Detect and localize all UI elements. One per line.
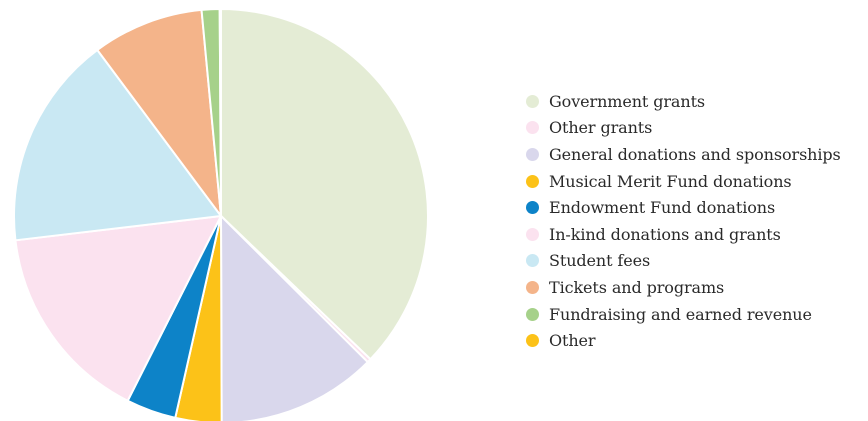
- legend-label: Government grants: [549, 91, 706, 111]
- legend-label: Tickets and programs: [549, 277, 725, 297]
- legend-label: In-kind donations and grants: [549, 224, 781, 244]
- legend: Government grants Other grants General don…: [526, 88, 841, 354]
- pie-slice-7: [96, 8, 222, 217]
- legend-item: Musical Merit Fund donations: [526, 168, 841, 195]
- legend-swatch: [526, 94, 539, 108]
- legend-item: General donations and sponsorships: [526, 141, 841, 168]
- legend-swatch: [526, 227, 539, 241]
- legend-label: Musical Merit Fund donations: [549, 171, 792, 191]
- legend-item: Other grants: [526, 115, 841, 142]
- legend-item: Other: [526, 327, 841, 354]
- legend-item: In-kind donations and grants: [526, 221, 841, 248]
- legend-swatch: [526, 174, 539, 188]
- pie-slice-9: [218, 7, 222, 217]
- legend-label: Other grants: [549, 118, 653, 138]
- legend-label: Fundraising and earned revenue: [549, 304, 812, 324]
- legend-swatch: [526, 201, 539, 215]
- legend-item: Student fees: [526, 248, 841, 275]
- legend-swatch: [526, 147, 539, 161]
- pie-slice-2: [220, 215, 369, 421]
- legend-swatch: [526, 254, 539, 268]
- legend-item: Tickets and programs: [526, 274, 841, 301]
- legend-swatch: [526, 307, 539, 321]
- legend-item: Fundraising and earned revenue: [526, 301, 841, 328]
- legend-label: Endowment Fund donations: [549, 198, 776, 218]
- legend-swatch: [526, 121, 539, 135]
- legend-swatch: [526, 334, 539, 348]
- pie-slice-5: [14, 215, 222, 402]
- legend-item: Endowment Fund donations: [526, 194, 841, 221]
- pie-chart: [13, 7, 429, 421]
- legend-label: Student fees: [549, 251, 651, 271]
- legend-label: General donations and sponsorships: [549, 144, 841, 164]
- pie-slice-0: [220, 8, 429, 361]
- legend-swatch: [526, 280, 539, 294]
- pie-slice-6: [13, 49, 222, 242]
- legend-item: Government grants: [526, 88, 841, 115]
- legend-label: Other: [549, 331, 596, 351]
